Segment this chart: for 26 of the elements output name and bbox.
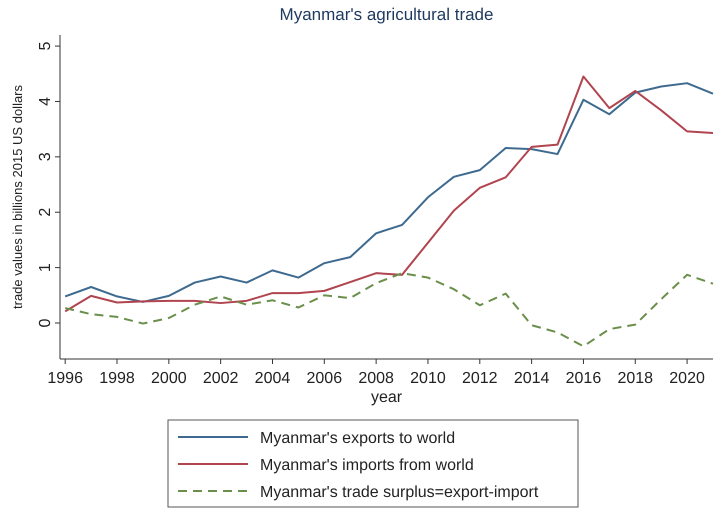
x-tick-label: 2000 — [151, 370, 187, 387]
x-tick-label: 2016 — [566, 370, 602, 387]
line-series — [64, 272, 714, 348]
y-tick-label: 5 — [37, 42, 54, 51]
chart-title: Myanmar's agricultural trade — [280, 5, 494, 24]
x-tick-label: 2014 — [514, 370, 550, 387]
x-axis-title: year — [370, 389, 403, 406]
y-tick-label: 2 — [37, 208, 54, 217]
x-tick-label: 2002 — [202, 370, 239, 387]
y-tick-label: 3 — [37, 152, 54, 162]
x-tick-label: 2012 — [462, 370, 498, 387]
y-axis-title: trade values in billions 2015 US dollars — [10, 84, 25, 310]
x-tick-label: 1998 — [99, 370, 135, 387]
legend-label: Myanmar's imports from world — [260, 457, 474, 474]
x-tick-label: 2006 — [306, 370, 342, 387]
x-tick-label: 1996 — [47, 370, 84, 387]
y-tick-label: 0 — [37, 318, 54, 328]
x-tick-label: 2018 — [617, 370, 654, 387]
x-tick-label: 2020 — [669, 370, 705, 387]
y-tick-label: 4 — [37, 96, 54, 106]
legend-label: Myanmar's exports to world — [260, 430, 456, 447]
x-tick-label: 2008 — [358, 370, 394, 387]
y-tick-label: 1 — [37, 263, 54, 272]
x-tick-label: 2010 — [410, 370, 446, 387]
x-tick-label: 2004 — [254, 370, 290, 387]
legend-label: Myanmar's trade surplus=export-import — [260, 484, 539, 501]
